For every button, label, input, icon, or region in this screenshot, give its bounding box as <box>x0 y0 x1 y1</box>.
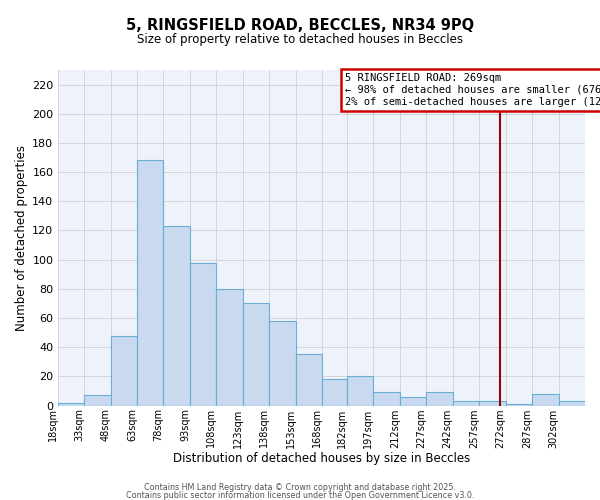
Bar <box>559 401 585 406</box>
Bar <box>532 394 559 406</box>
Bar <box>269 321 296 406</box>
Bar <box>58 402 84 406</box>
Bar <box>137 160 163 406</box>
Text: 5 RINGSFIELD ROAD: 269sqm
← 98% of detached houses are smaller (676)
2% of semi-: 5 RINGSFIELD ROAD: 269sqm ← 98% of detac… <box>345 74 600 106</box>
Bar <box>400 397 426 406</box>
Bar <box>217 289 243 406</box>
Bar <box>479 401 506 406</box>
Bar <box>243 304 269 406</box>
Text: 5, RINGSFIELD ROAD, BECCLES, NR34 9PQ: 5, RINGSFIELD ROAD, BECCLES, NR34 9PQ <box>126 18 474 32</box>
Bar <box>426 392 453 406</box>
Y-axis label: Number of detached properties: Number of detached properties <box>15 145 28 331</box>
Text: Contains HM Land Registry data © Crown copyright and database right 2025.: Contains HM Land Registry data © Crown c… <box>144 483 456 492</box>
Bar <box>347 376 373 406</box>
Bar <box>84 396 110 406</box>
Bar <box>163 226 190 406</box>
Text: Size of property relative to detached houses in Beccles: Size of property relative to detached ho… <box>137 32 463 46</box>
Bar <box>296 354 322 406</box>
Bar <box>190 262 217 406</box>
Bar <box>110 336 137 406</box>
Text: Contains public sector information licensed under the Open Government Licence v3: Contains public sector information licen… <box>126 491 474 500</box>
Bar <box>322 380 347 406</box>
Bar <box>506 404 532 406</box>
Bar <box>373 392 400 406</box>
X-axis label: Distribution of detached houses by size in Beccles: Distribution of detached houses by size … <box>173 452 470 465</box>
Bar <box>453 401 479 406</box>
